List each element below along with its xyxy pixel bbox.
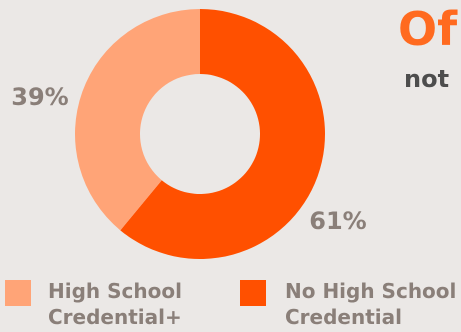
legend-swatch-high-school-credential: [5, 280, 31, 306]
legend-label-line: High School: [48, 279, 182, 303]
legend-label-line: No High School: [285, 279, 457, 303]
donut-slice-high-school-credential: [75, 9, 200, 231]
data-labels: 39% 61%: [11, 83, 366, 235]
donut-slice-no-high-school-credential: [120, 9, 326, 259]
data-label-high-school-credential: 39%: [11, 83, 68, 111]
data-label-no-high-school-credential: 61%: [309, 207, 366, 235]
legend-swatch-no-high-school-credential: [240, 280, 266, 306]
legend-label-line: Credential: [285, 305, 402, 329]
legend-label-line: Credential+: [48, 305, 182, 329]
page-subtitle: not: [404, 65, 450, 93]
legend-label-no-high-school-credential: No High School Credential: [285, 278, 456, 330]
donut-slices: [75, 9, 326, 259]
page-title: Of: [398, 2, 458, 56]
legend-label-high-school-credential: High School Credential+: [48, 278, 182, 330]
